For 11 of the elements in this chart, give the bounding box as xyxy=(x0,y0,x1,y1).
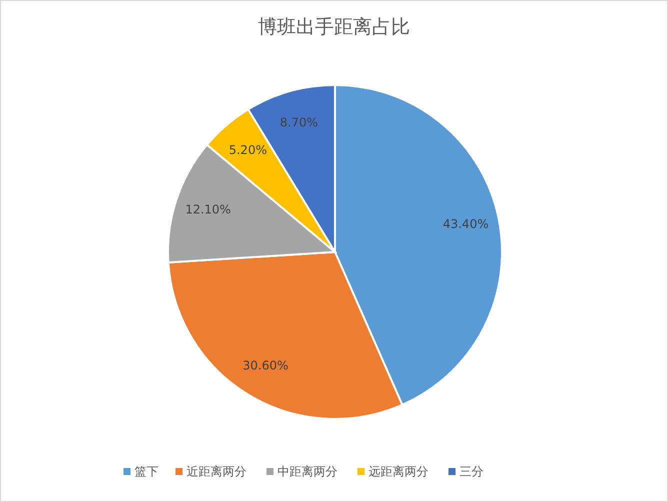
data-label: 12.10% xyxy=(185,202,231,217)
data-label: 8.70% xyxy=(280,116,318,130)
legend-label: 篮下 xyxy=(134,464,158,478)
data-label: 30.60% xyxy=(242,358,288,372)
chart-title: 博班出手距离占比 xyxy=(258,16,410,38)
legend-label: 三分 xyxy=(460,464,484,478)
legend-label: 中距离两分 xyxy=(278,464,338,478)
data-label: 43.40% xyxy=(442,216,489,231)
legend-label: 远距离两分 xyxy=(368,464,428,478)
legend-label: 近距离两分 xyxy=(186,464,246,478)
data-label: 5.20% xyxy=(228,142,267,157)
